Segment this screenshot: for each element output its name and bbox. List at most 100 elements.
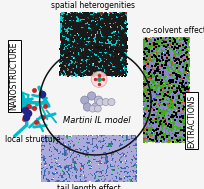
Point bbox=[102, 36, 105, 39]
Point bbox=[115, 25, 119, 28]
Point bbox=[90, 50, 94, 53]
Point bbox=[49, 158, 53, 161]
Point bbox=[151, 93, 155, 96]
Point bbox=[162, 74, 165, 77]
Point bbox=[185, 75, 189, 78]
Point bbox=[170, 51, 173, 54]
Point bbox=[182, 103, 186, 106]
Point bbox=[61, 148, 64, 151]
Point bbox=[176, 138, 179, 141]
Point bbox=[97, 180, 100, 183]
Point bbox=[132, 163, 135, 167]
Point bbox=[171, 70, 174, 73]
Point bbox=[144, 124, 147, 127]
Point bbox=[161, 85, 165, 88]
Point bbox=[185, 125, 188, 128]
Point bbox=[66, 170, 69, 173]
Point bbox=[71, 151, 74, 154]
Point bbox=[50, 141, 53, 144]
Point bbox=[175, 132, 178, 135]
Point bbox=[89, 159, 92, 162]
Point bbox=[78, 74, 81, 77]
Point bbox=[104, 170, 108, 173]
Point bbox=[177, 75, 180, 78]
Point bbox=[78, 31, 81, 34]
Point bbox=[79, 36, 82, 39]
Point bbox=[160, 115, 163, 118]
Point bbox=[169, 90, 173, 93]
Point bbox=[155, 128, 159, 131]
Point bbox=[146, 133, 149, 136]
Point bbox=[115, 17, 119, 20]
Point bbox=[62, 34, 65, 37]
Point bbox=[67, 149, 70, 152]
Point bbox=[142, 119, 146, 122]
Point bbox=[153, 119, 156, 122]
Point bbox=[128, 150, 131, 153]
Point bbox=[81, 41, 84, 44]
Point bbox=[133, 157, 137, 160]
Point bbox=[176, 95, 180, 98]
Point bbox=[172, 67, 175, 70]
Point bbox=[104, 64, 108, 67]
Point bbox=[155, 74, 159, 77]
Point bbox=[113, 155, 116, 158]
Point bbox=[149, 139, 153, 142]
Point bbox=[130, 167, 134, 170]
Point bbox=[153, 132, 156, 135]
Point bbox=[103, 141, 106, 144]
Point bbox=[96, 28, 100, 31]
Point bbox=[152, 43, 155, 46]
Point bbox=[187, 57, 190, 60]
Point bbox=[42, 143, 46, 146]
Point bbox=[176, 68, 180, 71]
Point bbox=[175, 64, 178, 67]
Point bbox=[185, 133, 188, 136]
Point bbox=[79, 175, 83, 178]
Point bbox=[161, 128, 164, 131]
Point bbox=[152, 126, 155, 129]
Point bbox=[61, 142, 64, 145]
Point bbox=[152, 88, 155, 91]
Point bbox=[180, 104, 183, 107]
Point bbox=[67, 47, 70, 50]
Point bbox=[152, 44, 155, 47]
Point bbox=[153, 139, 156, 142]
Point bbox=[165, 61, 168, 64]
Point bbox=[42, 179, 45, 182]
Point bbox=[110, 59, 113, 62]
Point bbox=[64, 148, 67, 151]
Point bbox=[121, 71, 124, 74]
Point bbox=[72, 170, 75, 173]
Point bbox=[67, 50, 71, 53]
Point bbox=[75, 65, 78, 68]
Point bbox=[87, 54, 90, 57]
Point bbox=[176, 46, 179, 49]
Point bbox=[148, 71, 152, 74]
Point bbox=[111, 38, 114, 41]
Point bbox=[84, 23, 87, 26]
Point bbox=[184, 54, 188, 57]
Point bbox=[62, 31, 65, 34]
Point bbox=[162, 113, 165, 116]
Point bbox=[100, 36, 103, 39]
Point bbox=[83, 51, 87, 54]
Point bbox=[105, 44, 108, 47]
Point bbox=[166, 131, 170, 134]
Point bbox=[173, 60, 176, 64]
Point bbox=[41, 173, 44, 176]
Point bbox=[114, 64, 117, 67]
Point bbox=[166, 98, 169, 101]
Point bbox=[43, 176, 47, 179]
Point bbox=[180, 132, 184, 135]
Point bbox=[175, 137, 178, 140]
Point bbox=[94, 68, 97, 71]
Point bbox=[80, 60, 83, 63]
Point bbox=[82, 171, 85, 174]
Point bbox=[73, 170, 76, 173]
Point bbox=[101, 142, 104, 145]
Point bbox=[62, 57, 66, 60]
Point bbox=[43, 138, 47, 141]
Point bbox=[47, 176, 50, 179]
Point bbox=[61, 27, 65, 30]
